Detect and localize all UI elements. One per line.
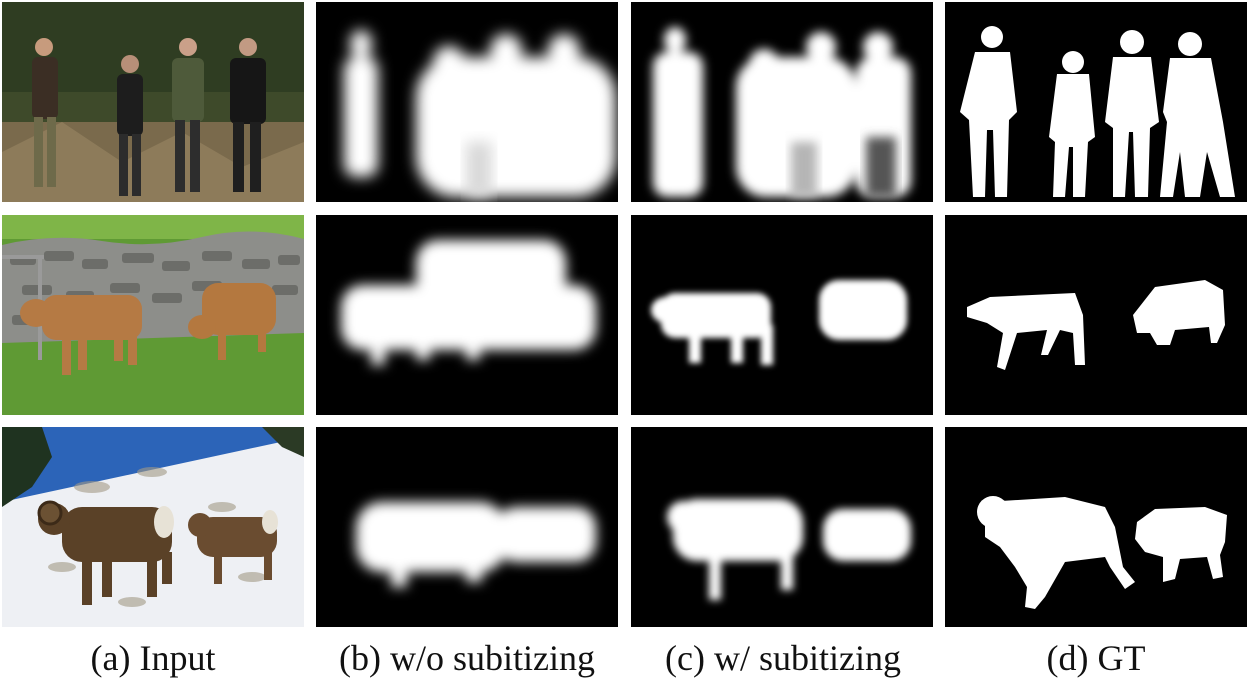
mask-with-subitizing-sheep xyxy=(631,427,933,627)
ground-truth-sheep xyxy=(945,427,1247,627)
caption-ground-truth: (d) GT xyxy=(1046,638,1146,678)
mask-with-subitizing-calves xyxy=(631,215,933,415)
mask-without-subitizing-sheep xyxy=(316,427,618,627)
mask-without-subitizing-people xyxy=(316,2,618,202)
caption-input: (a) Input xyxy=(90,638,216,678)
mask-with-subitizing-people xyxy=(631,2,933,202)
input-image-bighorn-sheep xyxy=(2,427,304,627)
mask-without-subitizing-calves xyxy=(316,215,618,415)
input-image-people xyxy=(2,2,304,202)
input-image-calves xyxy=(2,215,304,415)
caption-without-subitizing: (b) w/o subitizing xyxy=(339,638,595,678)
ground-truth-people xyxy=(945,2,1247,202)
ground-truth-calves xyxy=(945,215,1247,415)
caption-with-subitizing: (c) w/ subitizing xyxy=(665,638,901,678)
